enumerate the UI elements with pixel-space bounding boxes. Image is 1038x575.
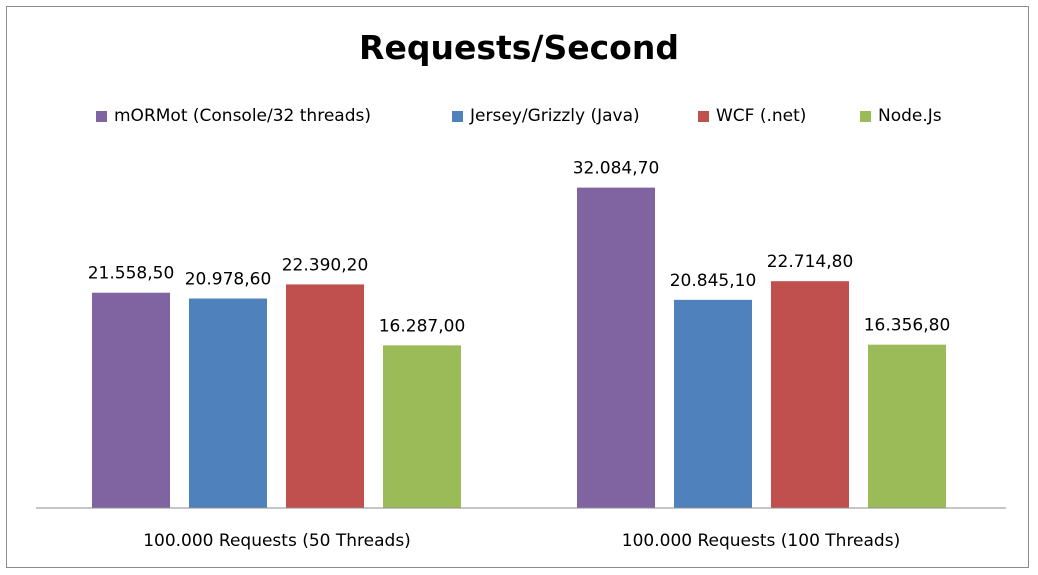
legend-swatch-wcf: [698, 110, 709, 122]
chart-legend: mORMot (Console/32 threads) Jersey/Grizz…: [0, 104, 1038, 128]
legend-label-jersey: Jersey/Grizzly (Java): [470, 106, 640, 126]
bar-s1-c0: [189, 298, 267, 508]
chart-frame: [6, 6, 1029, 568]
data-label-s1-c1: 20.845,10: [670, 271, 757, 291]
x-tick-label-0: 100.000 Requests (50 Threads): [143, 531, 411, 551]
legend-label-nodejs: Node.Js: [878, 106, 942, 126]
bar-s0-c0: [92, 292, 170, 508]
bar-s2-c0: [286, 284, 364, 508]
legend-item-mormot: mORMot (Console/32 threads): [96, 104, 371, 128]
legend-item-nodejs: Node.Js: [860, 104, 942, 128]
legend-label-wcf: WCF (.net): [716, 106, 807, 126]
legend-swatch-mormot: [96, 110, 107, 122]
legend-label-mormot: mORMot (Console/32 threads): [114, 106, 371, 126]
data-label-s0-c1: 32.084,70: [573, 159, 660, 179]
bar-s0-c1: [577, 187, 655, 509]
legend-item-wcf: WCF (.net): [698, 104, 806, 128]
data-label-s2-c1: 22.714,80: [767, 252, 854, 272]
bar-s1-c1: [674, 299, 752, 508]
data-label-s2-c0: 22.390,20: [282, 255, 369, 275]
bar-s3-c1: [868, 344, 946, 508]
legend-swatch-jersey: [452, 110, 463, 122]
bar-s2-c1: [771, 281, 849, 508]
bar-s3-c0: [383, 345, 461, 508]
data-label-s3-c1: 16.356,80: [864, 316, 951, 336]
x-tick-label-1: 100.000 Requests (100 Threads): [622, 531, 900, 551]
legend-item-jersey: Jersey/Grizzly (Java): [452, 104, 640, 128]
chart-title: Requests/Second: [359, 28, 679, 67]
legend-swatch-nodejs: [860, 110, 871, 122]
data-label-s1-c0: 20.978,60: [185, 270, 272, 290]
data-label-s3-c0: 16.287,00: [379, 316, 466, 336]
data-label-s0-c0: 21.558,50: [88, 264, 175, 284]
